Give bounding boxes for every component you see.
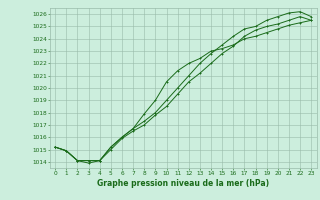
X-axis label: Graphe pression niveau de la mer (hPa): Graphe pression niveau de la mer (hPa): [97, 179, 269, 188]
